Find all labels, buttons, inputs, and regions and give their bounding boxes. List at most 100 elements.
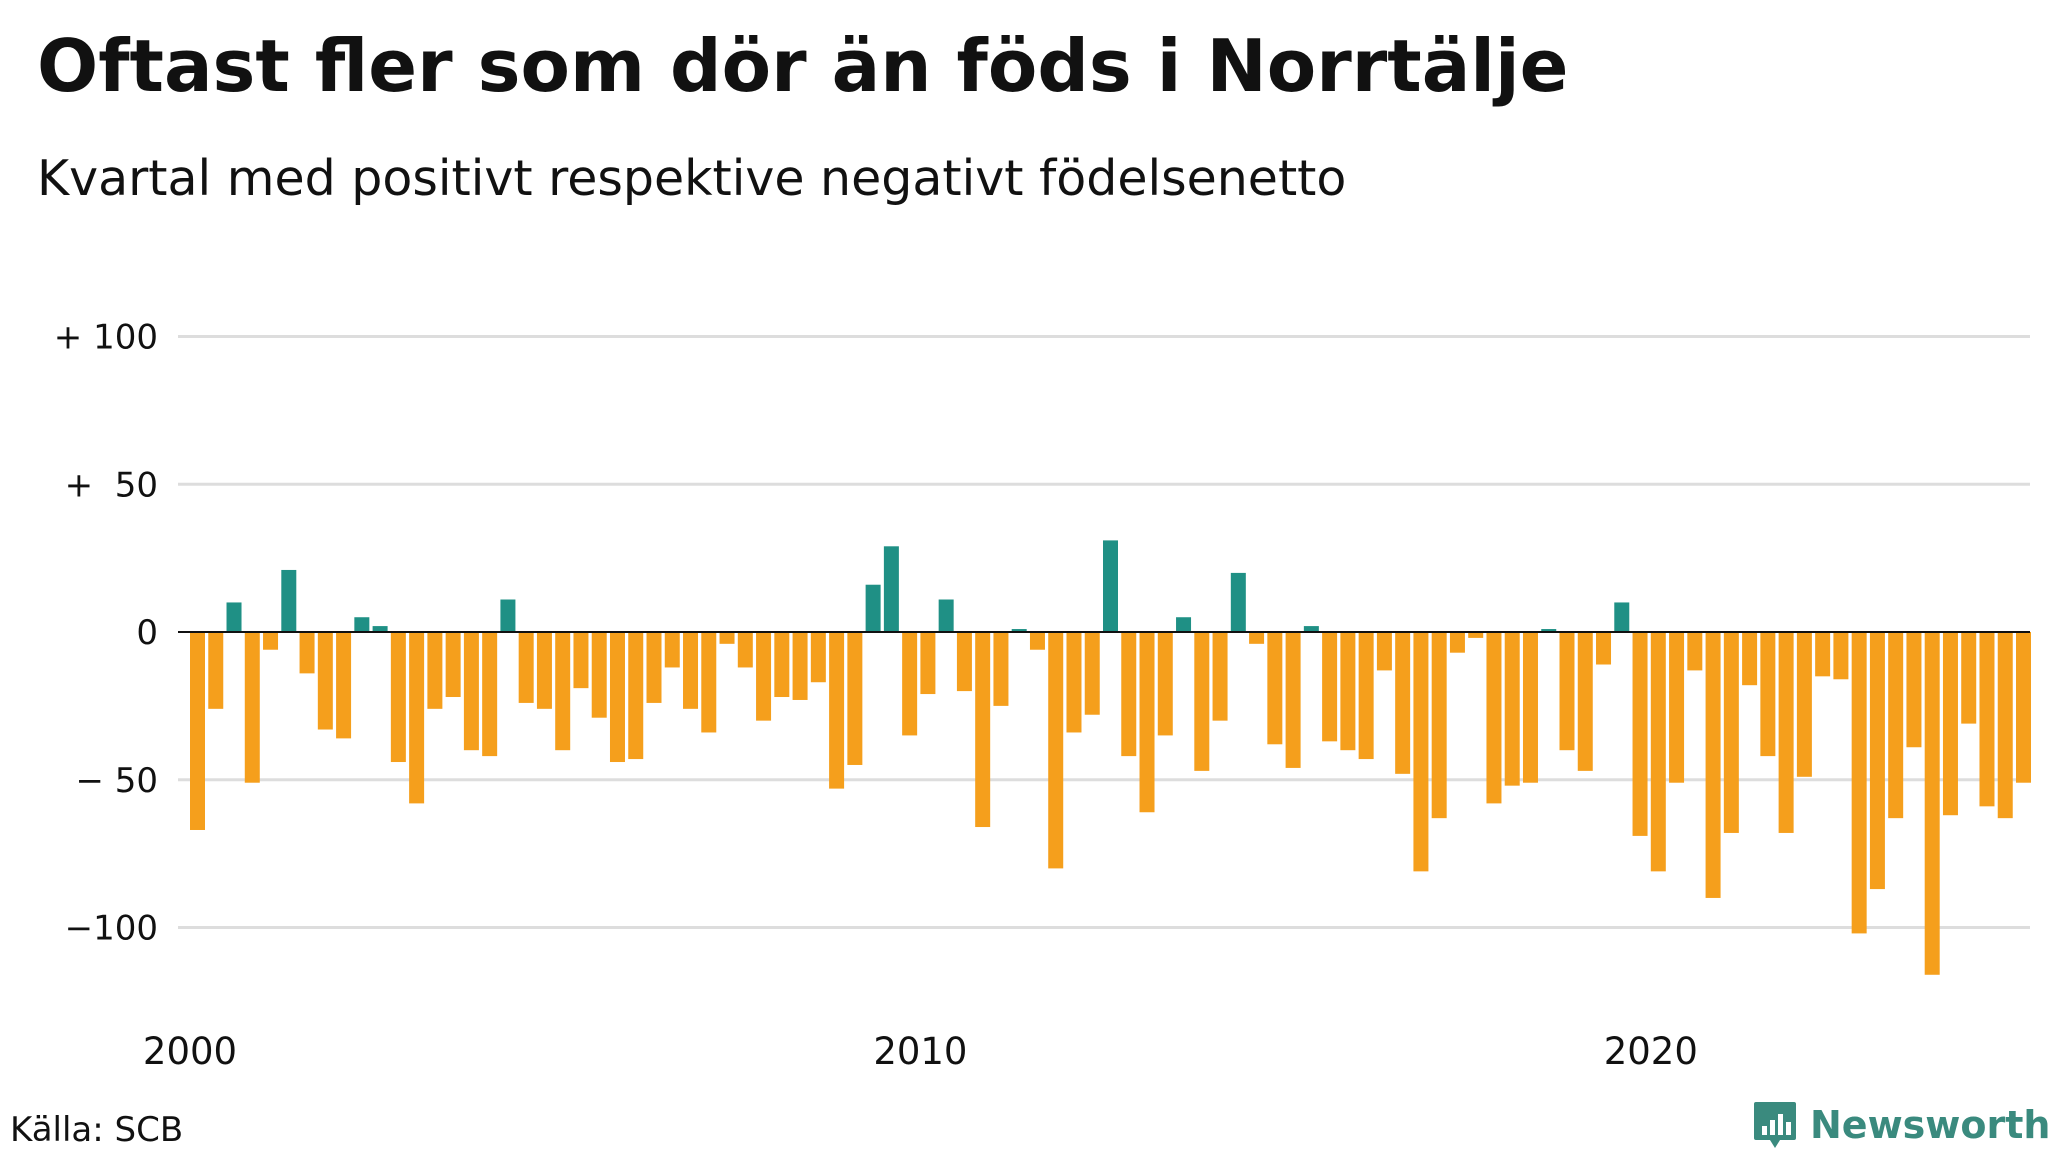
bar <box>463 632 479 751</box>
bar <box>226 602 242 632</box>
bar <box>975 632 991 828</box>
bar <box>1468 632 1484 638</box>
y-tick-label: −100 <box>65 909 158 949</box>
bar <box>883 546 899 632</box>
bar <box>1833 632 1849 680</box>
bar <box>609 632 625 763</box>
bar <box>1979 632 1995 807</box>
bar <box>1340 632 1356 751</box>
bar <box>1249 632 1265 644</box>
bar <box>244 632 260 783</box>
bar <box>1139 632 1155 813</box>
x-tick-label: 2020 <box>1604 1030 1698 1073</box>
bar <box>1504 632 1520 786</box>
bar <box>1230 572 1246 632</box>
brand-logo: Newsworthy <box>1752 1100 2048 1150</box>
source-note: Källa: SCB <box>10 1110 184 1150</box>
bar <box>354 617 370 633</box>
bar <box>1176 617 1192 633</box>
bar <box>938 599 954 633</box>
bar <box>1906 632 1922 748</box>
bar <box>737 632 753 668</box>
bar <box>1157 632 1173 736</box>
bar <box>810 632 826 683</box>
bar <box>1449 632 1465 653</box>
bar <box>829 632 845 789</box>
bar <box>263 632 279 650</box>
bar <box>1486 632 1502 804</box>
bar <box>719 632 735 644</box>
bar <box>1376 632 1392 671</box>
bar <box>317 632 333 730</box>
bar <box>1011 629 1027 632</box>
bar <box>1029 632 1045 650</box>
bar <box>865 584 881 632</box>
bar <box>683 632 699 709</box>
bar <box>774 632 790 698</box>
y-tick-label: + 100 <box>54 318 158 358</box>
bar <box>1395 632 1411 774</box>
bar <box>1888 632 1904 819</box>
y-tick-label: − 50 <box>75 761 158 801</box>
x-tick-label: 2010 <box>873 1030 967 1073</box>
bar <box>299 632 315 674</box>
y-tick-label: 0 <box>136 613 158 653</box>
bar <box>482 632 498 757</box>
bar <box>1760 632 1776 757</box>
bar <box>1614 602 1630 632</box>
x-tick-label: 2000 <box>143 1030 237 1073</box>
bar <box>701 632 717 733</box>
bar <box>1431 632 1447 819</box>
bar <box>1194 632 1210 771</box>
bar <box>1285 632 1301 768</box>
bar <box>1541 629 1557 632</box>
bar <box>1687 632 1703 671</box>
bar <box>390 632 406 763</box>
bar <box>628 632 644 760</box>
bar <box>1066 632 1082 733</box>
bar <box>1267 632 1283 745</box>
bar <box>1303 626 1319 632</box>
bar <box>956 632 972 692</box>
bar <box>208 632 224 709</box>
bar <box>1048 632 1064 869</box>
bar <box>1796 632 1812 777</box>
bar <box>281 569 297 632</box>
bar <box>1961 632 1977 724</box>
bar <box>1358 632 1374 760</box>
bar <box>445 632 461 698</box>
bar <box>847 632 863 765</box>
bar <box>536 632 552 709</box>
bar <box>646 632 662 703</box>
bar <box>1577 632 1593 771</box>
bar <box>1942 632 1958 816</box>
bar <box>1103 540 1118 632</box>
bar <box>1742 632 1758 686</box>
bar <box>1413 632 1429 872</box>
bar <box>427 632 443 709</box>
bar <box>1322 632 1338 742</box>
bar <box>409 632 425 804</box>
bar <box>1212 632 1228 721</box>
bar <box>555 632 571 751</box>
chart-title: Oftast fler som dör än föds i Norrtälje <box>37 24 1569 108</box>
y-tick-label: + 50 <box>65 465 158 505</box>
bar <box>792 632 808 700</box>
bar <box>591 632 607 718</box>
bar <box>573 632 589 689</box>
bar <box>1851 632 1867 934</box>
bar <box>1924 632 1940 975</box>
bar <box>902 632 918 736</box>
bar <box>1869 632 1885 890</box>
bar <box>1705 632 1721 898</box>
bar <box>1650 632 1666 872</box>
bar <box>664 632 680 668</box>
bar <box>500 599 516 633</box>
bar <box>372 626 388 632</box>
bar <box>518 632 534 703</box>
bar <box>1632 632 1648 836</box>
bar <box>1997 632 2013 819</box>
bar <box>1778 632 1794 833</box>
brand-name: Newsworthy <box>1810 1103 2048 1147</box>
newsworthy-logo-icon <box>1754 1102 1796 1148</box>
